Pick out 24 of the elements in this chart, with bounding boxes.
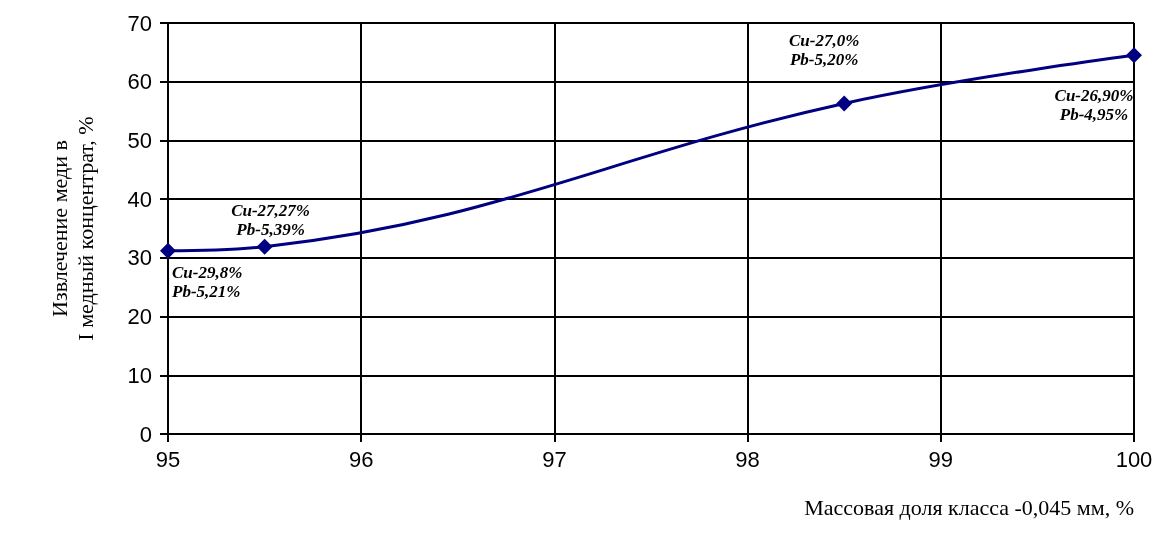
point [1126,47,1142,64]
point [256,238,273,255]
point [836,95,853,112]
x-tick-label: 95 [155,446,181,472]
y-tick-label: 50 [127,127,152,153]
y-tick-label: 20 [127,304,152,330]
x-tick-label: 98 [735,446,760,472]
y-tick-label: 70 [127,10,152,36]
x-tick-label: 100 [1115,446,1153,472]
y-axis-title: Извлечение меди в I медный концентрат, % [46,116,98,341]
x-axis-title: Массовая доля класса -0,045 мм, % [804,494,1134,520]
y-tick-label: 30 [127,245,152,271]
x-tick-label: 96 [348,446,374,472]
annotation: Cu-27,0% Pb-5,20% [788,31,860,70]
annotation: Cu-29,8% Pb-5,21% [171,262,243,301]
y-tick-label: 10 [127,362,152,388]
annotation: Cu-27,27% Pb-5,39% [231,200,311,239]
x-tick-label: 99 [928,446,954,472]
y-tick-label: 0 [139,421,152,447]
annotation: Cu-26,90% Pb-4,95% [1054,86,1134,125]
x-tick-label: 97 [542,446,567,472]
y-tick-label: 60 [127,69,152,95]
y-tick-label: 40 [127,186,152,212]
point [160,242,176,259]
